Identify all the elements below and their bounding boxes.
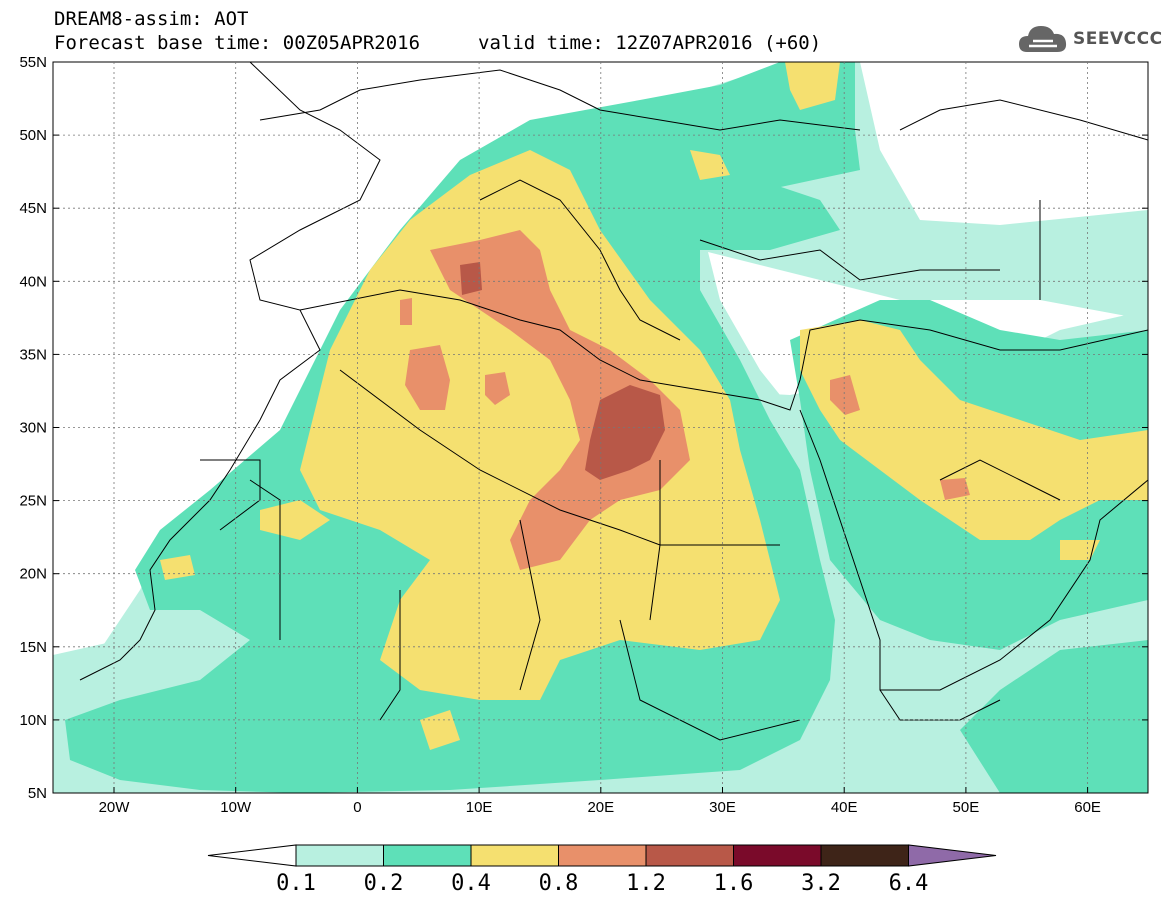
lon-label: 20W [99,799,131,816]
seevccc-logo: SEEVCCC [1017,22,1163,56]
lon-label: 60E [1074,799,1101,816]
lon-label: 10E [466,799,493,816]
colorbar-label: 1.6 [713,871,754,896]
colorbar-segment [558,844,647,867]
lat-label: 20N [19,566,47,583]
lat-label: 30N [19,420,47,437]
lon-label: 50E [953,799,980,816]
colorbar-label: 3.2 [801,871,841,896]
valid-time: valid time: 12Z07APR2016 (+60) [478,32,822,54]
colorbar-segment [733,844,822,867]
colorbar-segment [645,844,734,867]
lat-label: 25N [19,493,47,510]
lon-label: 0 [353,799,361,816]
colorbar-label: 0.8 [538,871,579,896]
logo-text: SEEVCCC [1073,29,1163,49]
colorbar-arrow-high [908,844,997,867]
lat-axis: 55N 50N 45N 40N 35N 30N 25N 20N 15N 10N 5N [19,54,1148,802]
lon-label: 10W [220,799,252,816]
colorbar-segment [820,844,909,867]
lat-label: 55N [19,54,47,71]
lat-label: 10N [19,712,47,729]
map-title: DREAM8-assim: AOT [54,8,249,30]
colorbar [207,844,997,867]
lat-label: 45N [19,200,47,217]
lat-label: 35N [19,346,47,363]
coastlines [79,62,1148,741]
aot-band-0.4 [160,62,1148,750]
graticule [53,62,1148,793]
colorbar-label: 1.2 [626,871,666,896]
lon-label: 30E [709,799,736,816]
colorbar-segment [470,844,559,867]
colorbar-label: 6.4 [888,871,929,896]
lon-label: 40E [831,799,858,816]
aot-band-1.2 [460,262,665,480]
colorbar-label: 0.4 [451,871,491,896]
lon-axis: 20W 10W 0 10E 20E 30E 40E 50E 60E [99,787,1101,816]
cloud-icon [1019,26,1067,52]
colorbar-label: 0.1 [276,871,316,896]
aot-band-0.8 [400,230,970,570]
colorbar-label: 0.2 [363,871,404,896]
lat-label: 40N [19,273,47,290]
forecast-base-time: Forecast base time: 00Z05APR2016 [54,32,421,54]
lon-label: 20E [587,799,614,816]
lat-label: 15N [19,639,47,656]
lat-label: 50N [19,127,47,144]
lat-label: 5N [28,785,47,802]
colorbar-segment [383,844,472,867]
colorbar-arrow-low [207,844,297,867]
colorbar-segment [295,844,384,867]
